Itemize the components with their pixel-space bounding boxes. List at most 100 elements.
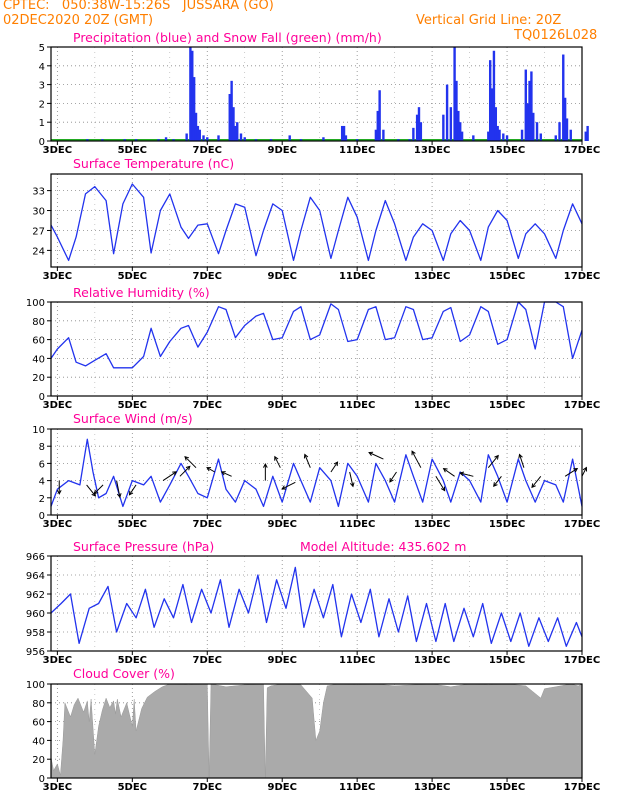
precip-frame (50, 46, 583, 142)
wind-arrow (184, 455, 197, 469)
wind-arrow-shaft (389, 471, 397, 483)
wind-arrow-head (128, 490, 134, 496)
precip-bar (123, 139, 127, 141)
wind-arrow (93, 484, 104, 495)
wind-arrow-head (518, 453, 523, 459)
precip-bar (408, 139, 411, 141)
x-tick-label: 9DEC (267, 271, 296, 282)
x-tick-label: 11DEC (339, 782, 375, 793)
wind-arrow-head (493, 482, 498, 488)
precip-bar (449, 107, 453, 141)
precip-bar (532, 112, 535, 141)
wind-arrow-shaft (179, 466, 191, 477)
x-tick-label: 17DEC (564, 271, 600, 282)
header-station-line: CPTEC: 050:38W-15:26S JUSSARA (GO) (3, 0, 274, 13)
x-tick-label: 3DEC (43, 271, 72, 282)
precip-bar (202, 135, 205, 141)
wind-arrow-head (494, 454, 499, 460)
precip-bar (299, 139, 303, 141)
wind-arrow-head (185, 465, 191, 471)
wind-arrow-head (440, 486, 446, 492)
wind-arrow (349, 471, 355, 488)
y-tick-label: 60 (32, 336, 45, 347)
wind-arrow (179, 465, 191, 477)
y-tick-label: 0 (39, 392, 45, 403)
x-tick-label: 17DEC (564, 145, 600, 156)
x-tick-label: 7DEC (193, 519, 222, 530)
wind-arrow-shaft (519, 454, 525, 468)
precip-bar (528, 80, 531, 141)
x-tick-label: 3DEC (43, 145, 72, 156)
wind-arrow-shaft (330, 461, 338, 473)
wind-arrow (435, 476, 446, 492)
precip-bar (419, 122, 423, 141)
precip-bar (397, 139, 400, 141)
x-tick-label: 7DEC (193, 271, 222, 282)
precip-bar (172, 139, 175, 141)
wind-arrow-shaft (443, 468, 455, 477)
precip-bar (194, 112, 198, 141)
wind-arrow (389, 471, 397, 483)
wind-arrow (581, 466, 588, 477)
precip-bar (569, 129, 572, 141)
cloud-title: Cloud Cover (%) (73, 666, 175, 681)
wind-arrow-head (349, 482, 355, 488)
x-tick-label: 17DEC (564, 400, 600, 411)
precip-bar (563, 97, 567, 141)
y-tick-label: 6 (39, 459, 45, 470)
wind-arrow (220, 471, 232, 477)
x-tick-label: 13DEC (414, 400, 450, 411)
wind-arrow-head (582, 466, 588, 472)
precip-bar (415, 114, 419, 141)
precip-bar (342, 125, 346, 141)
precip-bar (217, 135, 220, 141)
cloud-frame (50, 683, 583, 779)
precip-panel: 0 1 2 3 4 5 3DEC 5DEC 7DEC 9DEC 11DEC 13DEC 15DEC 17D… (39, 30, 601, 156)
y-tick-label: 960 (26, 609, 45, 620)
wind-arrow (368, 451, 384, 460)
y-tick-label: 20 (32, 373, 45, 384)
y-tick-label: 33 (32, 187, 45, 198)
y-tick-label: 3 (39, 81, 45, 92)
rh-title: Relative Humidity (%) (73, 285, 210, 300)
x-tick-label: 7DEC (193, 145, 222, 156)
y-tick-label: 0 (39, 774, 45, 785)
wind-arrow-head (389, 477, 394, 483)
rh-panel: 0 20 40 60 80 100 3DEC 5DEC 7DEC 9DEC 11DEC 13DEC 15… (26, 285, 600, 411)
wind-arrow-shaft (493, 475, 502, 487)
wind-arrow-shaft (129, 484, 137, 496)
x-tick-label: 3DEC (43, 782, 72, 793)
precip-bar (239, 133, 243, 141)
x-tick-label: 11DEC (339, 400, 375, 411)
x-tick-label: 5DEC (118, 782, 147, 793)
pres-frame (50, 555, 583, 652)
precip-bar (322, 137, 325, 141)
wind-arrow-shaft (281, 481, 296, 490)
y-tick-label: 10 (32, 425, 45, 436)
precip-bar (535, 122, 539, 141)
y-tick-label: 0 (39, 137, 45, 148)
y-tick-label: 80 (32, 317, 45, 328)
wind-arrow (206, 467, 216, 473)
precip-bar (191, 50, 194, 142)
temp-frame (50, 173, 583, 268)
precip-bar (505, 135, 509, 141)
precip-bar (554, 135, 557, 141)
x-tick-label: 13DEC (414, 782, 450, 793)
precip-bar (530, 71, 533, 141)
wind-arrow-head (303, 453, 309, 459)
precip-bar (232, 107, 235, 141)
wind-title: Surface Wind (m/s) (73, 411, 193, 426)
precip-bar (558, 122, 561, 141)
precip-bar (134, 139, 138, 141)
x-tick-label: 15DEC (489, 145, 525, 156)
y-tick-label: 964 (26, 571, 45, 582)
y-tick-label: 2 (39, 494, 45, 505)
wind-arrow (442, 468, 455, 477)
y-tick-label: 100 (26, 298, 45, 309)
precip-bar (230, 80, 233, 141)
y-tick-label: 20 (32, 755, 45, 766)
y-tick-label: 966 (26, 552, 45, 563)
x-tick-label: 9DEC (267, 145, 296, 156)
wind-arrow-head (116, 493, 122, 499)
